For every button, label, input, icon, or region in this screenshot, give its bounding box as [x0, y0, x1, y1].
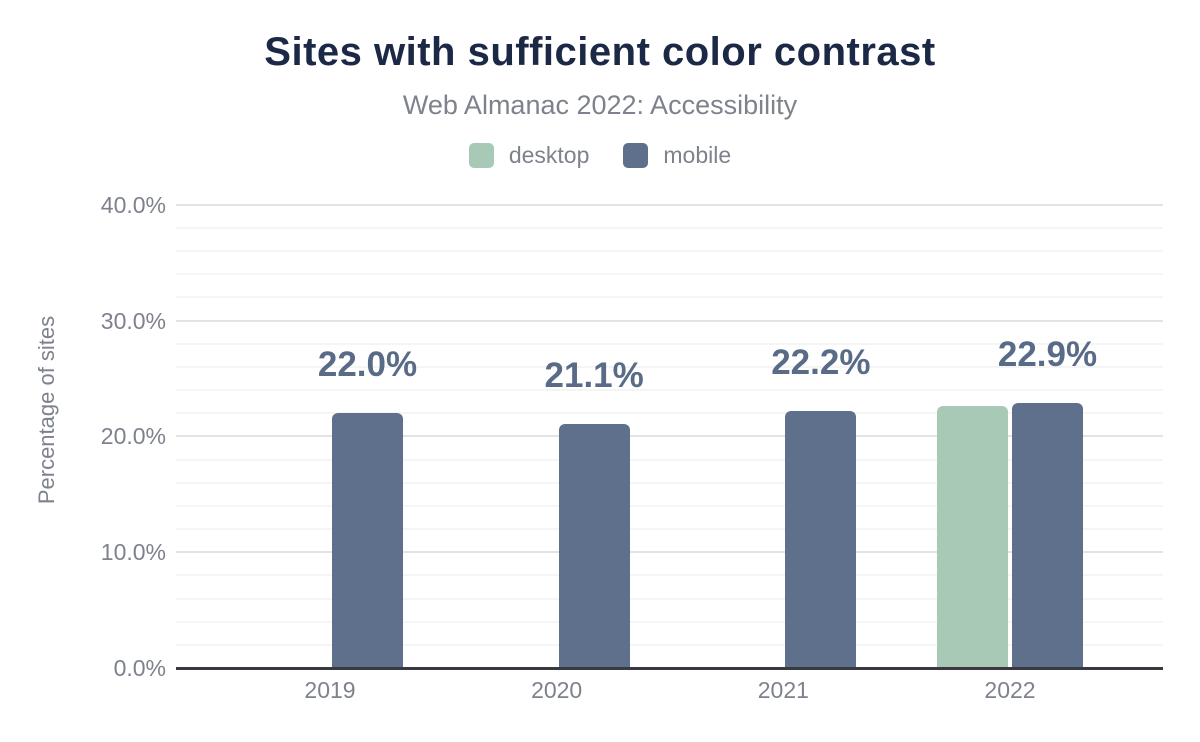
legend-label-mobile: mobile	[663, 142, 732, 168]
x-tick-label: 2022	[984, 677, 1036, 703]
x-tick-label: 2019	[304, 677, 356, 703]
gridline-minor	[176, 342, 1163, 345]
data-label-2019: 22.0%	[317, 345, 418, 385]
bar-desktop-2022	[937, 406, 1008, 668]
bar-mobile-2019	[332, 413, 403, 668]
data-label-2021: 22.2%	[771, 342, 871, 382]
chart-title: Sites with sufficient color contrast	[264, 30, 936, 74]
bar-mobile-2022	[1012, 402, 1083, 668]
gridline-minor	[176, 389, 1163, 392]
bar-mobile-2020	[558, 423, 630, 668]
gridline-minor	[176, 226, 1163, 229]
gridline-minor	[176, 250, 1163, 253]
gridline-major	[176, 551, 1163, 554]
gridline-minor	[176, 273, 1163, 276]
legend-item-desktop: desktop	[468, 142, 590, 169]
data-label-2022: 22.9%	[997, 334, 1098, 374]
y-tick-label: 10.0%	[100, 539, 166, 566]
x-axis-line	[176, 667, 1163, 670]
gridline-minor	[176, 412, 1163, 415]
gridline-minor	[176, 620, 1163, 623]
gridline-minor	[176, 365, 1163, 368]
gridline-minor	[176, 574, 1163, 577]
gridline-major	[176, 319, 1163, 322]
gridline-minor	[176, 504, 1163, 507]
gridline-minor	[176, 643, 1163, 646]
y-tick-label: 20.0%	[100, 423, 166, 450]
y-tick-label: 40.0%	[100, 191, 166, 218]
gridline-major	[176, 435, 1163, 438]
gridline-minor	[176, 296, 1163, 299]
gridline-minor	[176, 597, 1163, 600]
x-tick-label: 2020	[531, 677, 583, 703]
gridline-minor	[176, 481, 1163, 484]
gridline-minor	[176, 528, 1163, 531]
legend-swatch-mobile-icon	[623, 143, 649, 168]
legend: desktop mobile	[0, 142, 1200, 169]
gridline-major	[176, 203, 1163, 206]
x-tick-label: 2021	[757, 677, 809, 703]
legend-item-mobile: mobile	[623, 142, 731, 169]
data-label-2020: 21.1%	[544, 355, 644, 395]
y-tick-label: 0.0%	[113, 655, 166, 681]
legend-swatch-desktop-icon	[468, 143, 494, 168]
bar-mobile-2021	[785, 410, 857, 668]
y-tick-label: 30.0%	[100, 307, 166, 334]
gridline-minor	[176, 458, 1163, 461]
legend-label-desktop: desktop	[508, 142, 590, 168]
chart-subtitle: Web Almanac 2022: Accessibility	[402, 90, 798, 120]
